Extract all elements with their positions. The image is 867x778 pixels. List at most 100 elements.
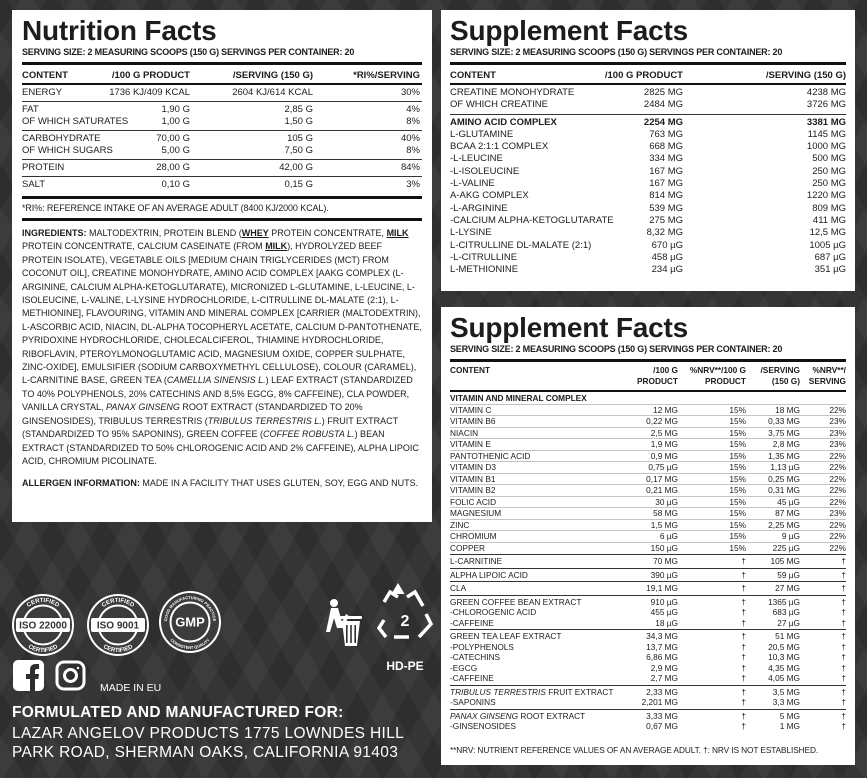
- table-row: ENERGY 1736 KJ/409 KCAL 2604 KJ/614 KCAL 30…: [22, 87, 422, 99]
- table-row: GREEN COFFEE BEAN EXTRACT 910 µG † 1365 µG †: [450, 597, 846, 608]
- cell: 2604 KJ/614 KCAL: [232, 87, 313, 98]
- cell: 15%: [729, 508, 746, 518]
- cell: 4238 MG: [806, 87, 846, 98]
- cell: †: [741, 617, 746, 628]
- cell: 683 µG: [772, 607, 800, 617]
- cell: ALPHA LIPOIC ACID: [450, 569, 528, 580]
- cell: 22%: [829, 404, 846, 415]
- table-row: VITAMIN E 1,9 MG 15% 2,8 MG 23%: [450, 438, 846, 450]
- text-segment: MILK: [386, 228, 409, 238]
- cell: 7,50 G: [284, 145, 313, 156]
- cell: 15%: [729, 473, 746, 484]
- cell: 10,3 MG: [768, 652, 800, 662]
- table-row: L-LYSINE 8,32 MG 12,5 MG: [450, 227, 846, 239]
- instagram-icon[interactable]: [55, 660, 86, 691]
- cell: 1145 MG: [807, 128, 846, 140]
- cell: 0,17 MG: [646, 473, 678, 484]
- cell: SALT: [22, 179, 46, 190]
- facebook-icon[interactable]: [13, 660, 44, 691]
- badge-ring-text: CERTIFIED: [102, 644, 135, 654]
- cell: 3,75 MG: [768, 427, 800, 438]
- badge-banner: [16, 618, 70, 632]
- serving-info: SERVING SIZE: 2 MEASURING SCOOPS (150 G)…: [450, 47, 783, 57]
- cell: 15%: [729, 450, 746, 461]
- cell: 30 µG: [655, 496, 678, 507]
- cell: 167 MG: [649, 165, 683, 177]
- badge-main: ISO 9001: [97, 621, 140, 632]
- cell: -L-CITRULLINE: [450, 251, 518, 263]
- dispose-icon: [326, 599, 362, 646]
- table-row: GREEN TEA LEAF EXTRACT 34,3 MG † 51 MG †: [450, 631, 846, 642]
- rule: [22, 83, 422, 85]
- cell: 250 MG: [812, 178, 846, 190]
- cell: 8%: [406, 145, 420, 156]
- cell: 19,1 MG: [646, 583, 678, 593]
- cell: 22%: [829, 450, 846, 461]
- table-row: SALT 0,10 G 0,15 G 3%: [22, 179, 422, 191]
- cell: 22%: [829, 462, 846, 472]
- cell: ZINC: [450, 519, 470, 530]
- table-row: FOLIC ACID 30 µG 15% 45 µG 22%: [450, 495, 846, 508]
- cell: †: [841, 652, 846, 662]
- cell: 12,5 MG: [809, 227, 846, 239]
- cell: 2,5 MG: [650, 427, 678, 438]
- row-group: GREEN TEA LEAF EXTRACT 34,3 MG † 51 MG † -POL…: [450, 629, 846, 685]
- cell: 0,15 G: [284, 179, 313, 190]
- badge-ring-text: CERTIFIED: [27, 644, 60, 654]
- cell: -CAFFEINE: [450, 673, 494, 683]
- cell: 15%: [729, 427, 746, 438]
- cell: 23%: [829, 416, 846, 426]
- cell: 22%: [829, 485, 846, 495]
- row-group: FAT 1,90 G 2,85 G 4% OF WHICH SATURATES 1,00 …: [22, 101, 422, 130]
- rule: [22, 62, 422, 65]
- cell: 87 MG: [775, 508, 800, 518]
- table-row: A-AKG COMPLEX 814 MG 1220 MG: [450, 190, 846, 202]
- cell: 28,00 G: [156, 162, 190, 173]
- text-segment: PANAX GINSENG: [450, 710, 519, 721]
- cell: /100 G PRODUCT: [111, 70, 190, 81]
- table-row: VITAMIN AND MINERAL COMPLEX: [450, 393, 846, 404]
- table-row: L-GLUTAMINE 763 MG 1145 MG: [450, 129, 846, 141]
- cell: -SAPONINS: [450, 697, 496, 707]
- cell: CONTENT: [450, 70, 496, 81]
- badge-main: ISO 22000: [19, 621, 67, 632]
- cell: 15%: [729, 519, 746, 530]
- cell: VITAMIN E: [450, 439, 491, 449]
- rule: [450, 390, 846, 392]
- cell: 0,21 MG: [646, 485, 678, 495]
- cell: VITAMIN C: [450, 404, 492, 415]
- rule: [450, 83, 846, 85]
- rule: [22, 196, 422, 199]
- cell: 539 MG: [649, 202, 683, 214]
- cell: COPPER: [450, 542, 486, 553]
- cell: 3%: [406, 179, 420, 190]
- manufacturer-address: PARK ROAD, SHERMAN OAKS, CALIFORNIA 9140…: [12, 744, 399, 761]
- cell: 2,201 MG: [641, 697, 678, 707]
- table-row: ZINC 1,5 MG 15% 2,25 MG 22%: [450, 518, 846, 531]
- row-group: CREATINE MONOHYDRATE 2825 MG 4238 MG OF WHI…: [450, 85, 846, 114]
- cell: †: [841, 596, 846, 607]
- row-group: GREEN COFFEE BEAN EXTRACT 910 µG † 1365 µG †…: [450, 594, 846, 630]
- cell: L-LYSINE: [450, 227, 492, 239]
- cell: 1,9 MG: [650, 439, 678, 449]
- cell: 59 µG: [777, 569, 800, 580]
- cell: OF WHICH CREATINE: [450, 99, 548, 111]
- cell: 1,5 MG: [650, 519, 678, 530]
- cell: 27 MG: [775, 583, 800, 593]
- text-segment: CAMELLIA SINENSIS L.: [166, 375, 266, 386]
- cell: 45 µG: [777, 496, 800, 507]
- cell: 250 MG: [812, 165, 846, 177]
- cell: †: [741, 662, 746, 673]
- cell: -L-ISOLEUCINE: [450, 165, 520, 177]
- row-group: CLA 19,1 MG † 27 MG †: [450, 581, 846, 595]
- cell: 0,67 MG: [646, 721, 678, 731]
- manufacturer-address: LAZAR ANGELOV PRODUCTS 1775 LOWNDES HILL: [12, 725, 405, 742]
- made-in: MADE IN EU: [100, 682, 161, 694]
- panel-title: Supplement Facts: [450, 312, 688, 343]
- cell: 15%: [729, 404, 746, 415]
- cell: †: [841, 607, 846, 617]
- cell: CLA: [450, 583, 467, 593]
- cell: AMINO ACID COMPLEX: [450, 116, 557, 128]
- cell: CONTENT: [22, 70, 68, 81]
- cell: 51 MG: [775, 631, 800, 641]
